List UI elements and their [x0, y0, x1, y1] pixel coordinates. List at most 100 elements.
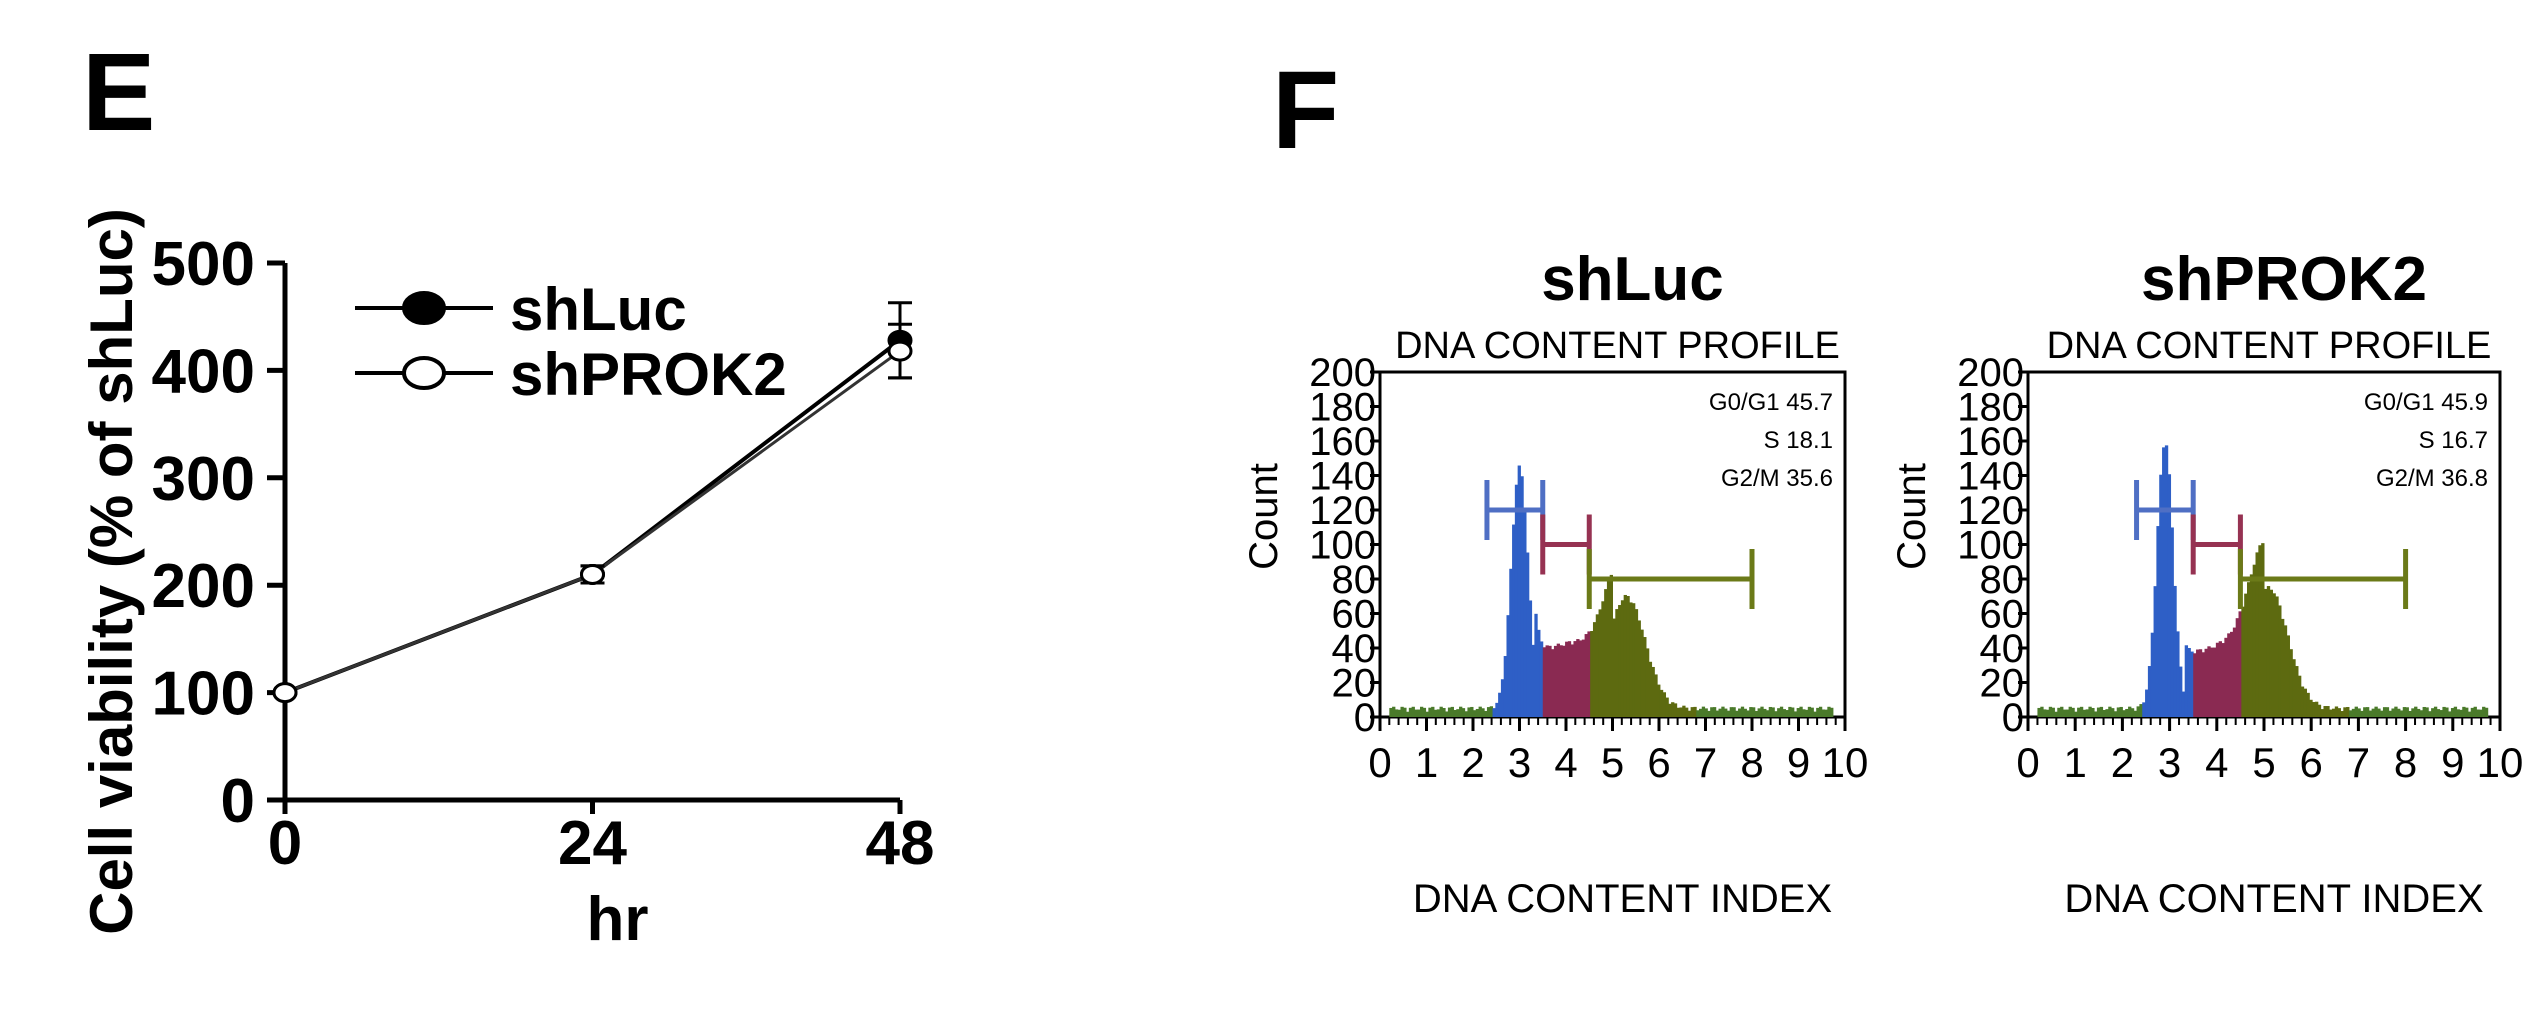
histogram-bin — [2397, 708, 2401, 717]
y-tick-label: 100 — [152, 660, 255, 729]
y-tick-label: 300 — [152, 445, 255, 514]
histogram-bin — [2266, 586, 2271, 717]
chart-title: DNA CONTENT PROFILE — [1395, 325, 1840, 367]
histogram-bin — [2040, 706, 2044, 717]
x-tick-label: 10 — [2477, 739, 2524, 786]
histogram-bin — [2162, 447, 2166, 717]
data-point-shprok2 — [887, 340, 913, 362]
histogram-bin — [2111, 708, 2115, 717]
x-tick-label: 6 — [1647, 739, 1670, 786]
histogram-bin — [2340, 711, 2344, 717]
histogram-bin — [1545, 645, 1549, 717]
histogram-bin — [2136, 706, 2140, 717]
histogram-bin — [2419, 710, 2424, 717]
histogram-bin — [1598, 609, 1602, 717]
histogram-bin — [1439, 706, 1443, 717]
histogram-bin — [1802, 709, 1806, 717]
histogram-bin — [1478, 706, 1482, 717]
histogram-bin — [1662, 692, 1667, 717]
y-tick-label: 60 — [1332, 593, 1377, 637]
histogram-bin — [1687, 710, 1692, 717]
histogram-bin — [2422, 706, 2426, 717]
histogram-bin — [1467, 707, 1471, 717]
histogram-bin — [1590, 631, 1594, 717]
histogram-bin — [1640, 629, 1644, 717]
histogram-bin — [2416, 708, 2421, 717]
histogram-bin — [2196, 649, 2200, 717]
histogram-bin — [1551, 649, 1555, 717]
histogram-bin — [1668, 703, 1672, 717]
histogram-bin — [1526, 552, 1530, 717]
histogram-bin — [2428, 711, 2432, 717]
histogram-bin — [1693, 706, 1697, 717]
histogram-bin — [2286, 635, 2290, 717]
histogram-bin — [2198, 649, 2203, 717]
histogram-bin — [2094, 711, 2098, 717]
x-axis-title: DNA CONTENT INDEX — [1413, 877, 1832, 921]
histogram-bin — [2099, 706, 2104, 717]
chart-title: DNA CONTENT PROFILE — [2047, 325, 2492, 367]
y-axis-title: Count — [1242, 463, 1286, 570]
histogram-bin — [2320, 709, 2324, 717]
histogram-bin — [1604, 589, 1608, 717]
histogram-bin — [1615, 609, 1619, 717]
histogram-bin — [1489, 706, 1494, 717]
histogram-bin — [1777, 708, 1781, 717]
histogram-bin — [2043, 709, 2047, 717]
stat-line: G2/M 35.6 — [1721, 465, 1833, 492]
histogram-bin — [1682, 705, 1686, 717]
histogram-bin — [1523, 510, 1527, 717]
histogram-bin — [1517, 465, 1521, 717]
histogram-bin — [2408, 710, 2412, 717]
histogram-bin — [2159, 474, 2163, 717]
histogram-bin — [1587, 631, 1591, 717]
histogram-bin — [1565, 641, 1569, 717]
histogram-bin — [2173, 585, 2177, 717]
histogram-bin — [2232, 627, 2237, 717]
histogram-bin — [2405, 707, 2409, 717]
histogram-bin — [2329, 709, 2333, 717]
histogram-bin — [2414, 706, 2418, 717]
histogram-bin — [1576, 639, 1580, 717]
histogram-bin — [1749, 707, 1753, 717]
histogram-bin — [2391, 708, 2395, 717]
histogram-bin — [1411, 706, 1415, 717]
histogram-bin — [2261, 543, 2265, 717]
histogram-bin — [1623, 594, 1627, 717]
histogram-bin — [1643, 637, 1647, 717]
y-tick-label: 60 — [1980, 593, 2025, 637]
histogram-bin — [2300, 686, 2305, 717]
histogram-bin — [1512, 524, 1516, 717]
histogram-bin — [1648, 661, 1653, 717]
histogram-bin — [1665, 697, 1669, 717]
histogram-bin — [1729, 707, 1733, 717]
histogram-bin — [2314, 701, 2319, 717]
histogram-bin — [1813, 711, 1817, 717]
histogram-bin — [2374, 706, 2378, 717]
x-tick-label: 2 — [2111, 739, 2134, 786]
histogram-bin — [1701, 706, 1706, 717]
histogram-bin — [1645, 648, 1650, 717]
histogram-bin — [1715, 710, 1720, 717]
histogram-bin — [1796, 708, 1800, 717]
histogram-bin — [2227, 633, 2231, 717]
histogram-bin — [1782, 709, 1786, 717]
histogram-bin — [1531, 644, 1535, 717]
histogram-bin — [2037, 707, 2041, 717]
histogram-bin — [1791, 707, 1795, 717]
x-tick-label: 7 — [1694, 739, 1717, 786]
histogram-bin — [1724, 708, 1728, 717]
y-tick-label: 120 — [1957, 489, 2024, 533]
histogram-bin — [2385, 707, 2390, 717]
histogram-bin — [2377, 708, 2381, 717]
histogram-bin — [2244, 593, 2248, 717]
histogram-bin — [2085, 709, 2089, 717]
histogram-bin — [1609, 574, 1613, 717]
histogram-bin — [1657, 684, 1661, 717]
histogram-bin — [1559, 645, 1563, 717]
histogram-bin — [1403, 707, 1407, 717]
histogram-bin — [2255, 552, 2259, 717]
histogram-bin — [1793, 711, 1798, 717]
y-axis-title: Cell viability (% of shLuc) — [78, 208, 145, 935]
histogram-bin — [2215, 642, 2220, 717]
